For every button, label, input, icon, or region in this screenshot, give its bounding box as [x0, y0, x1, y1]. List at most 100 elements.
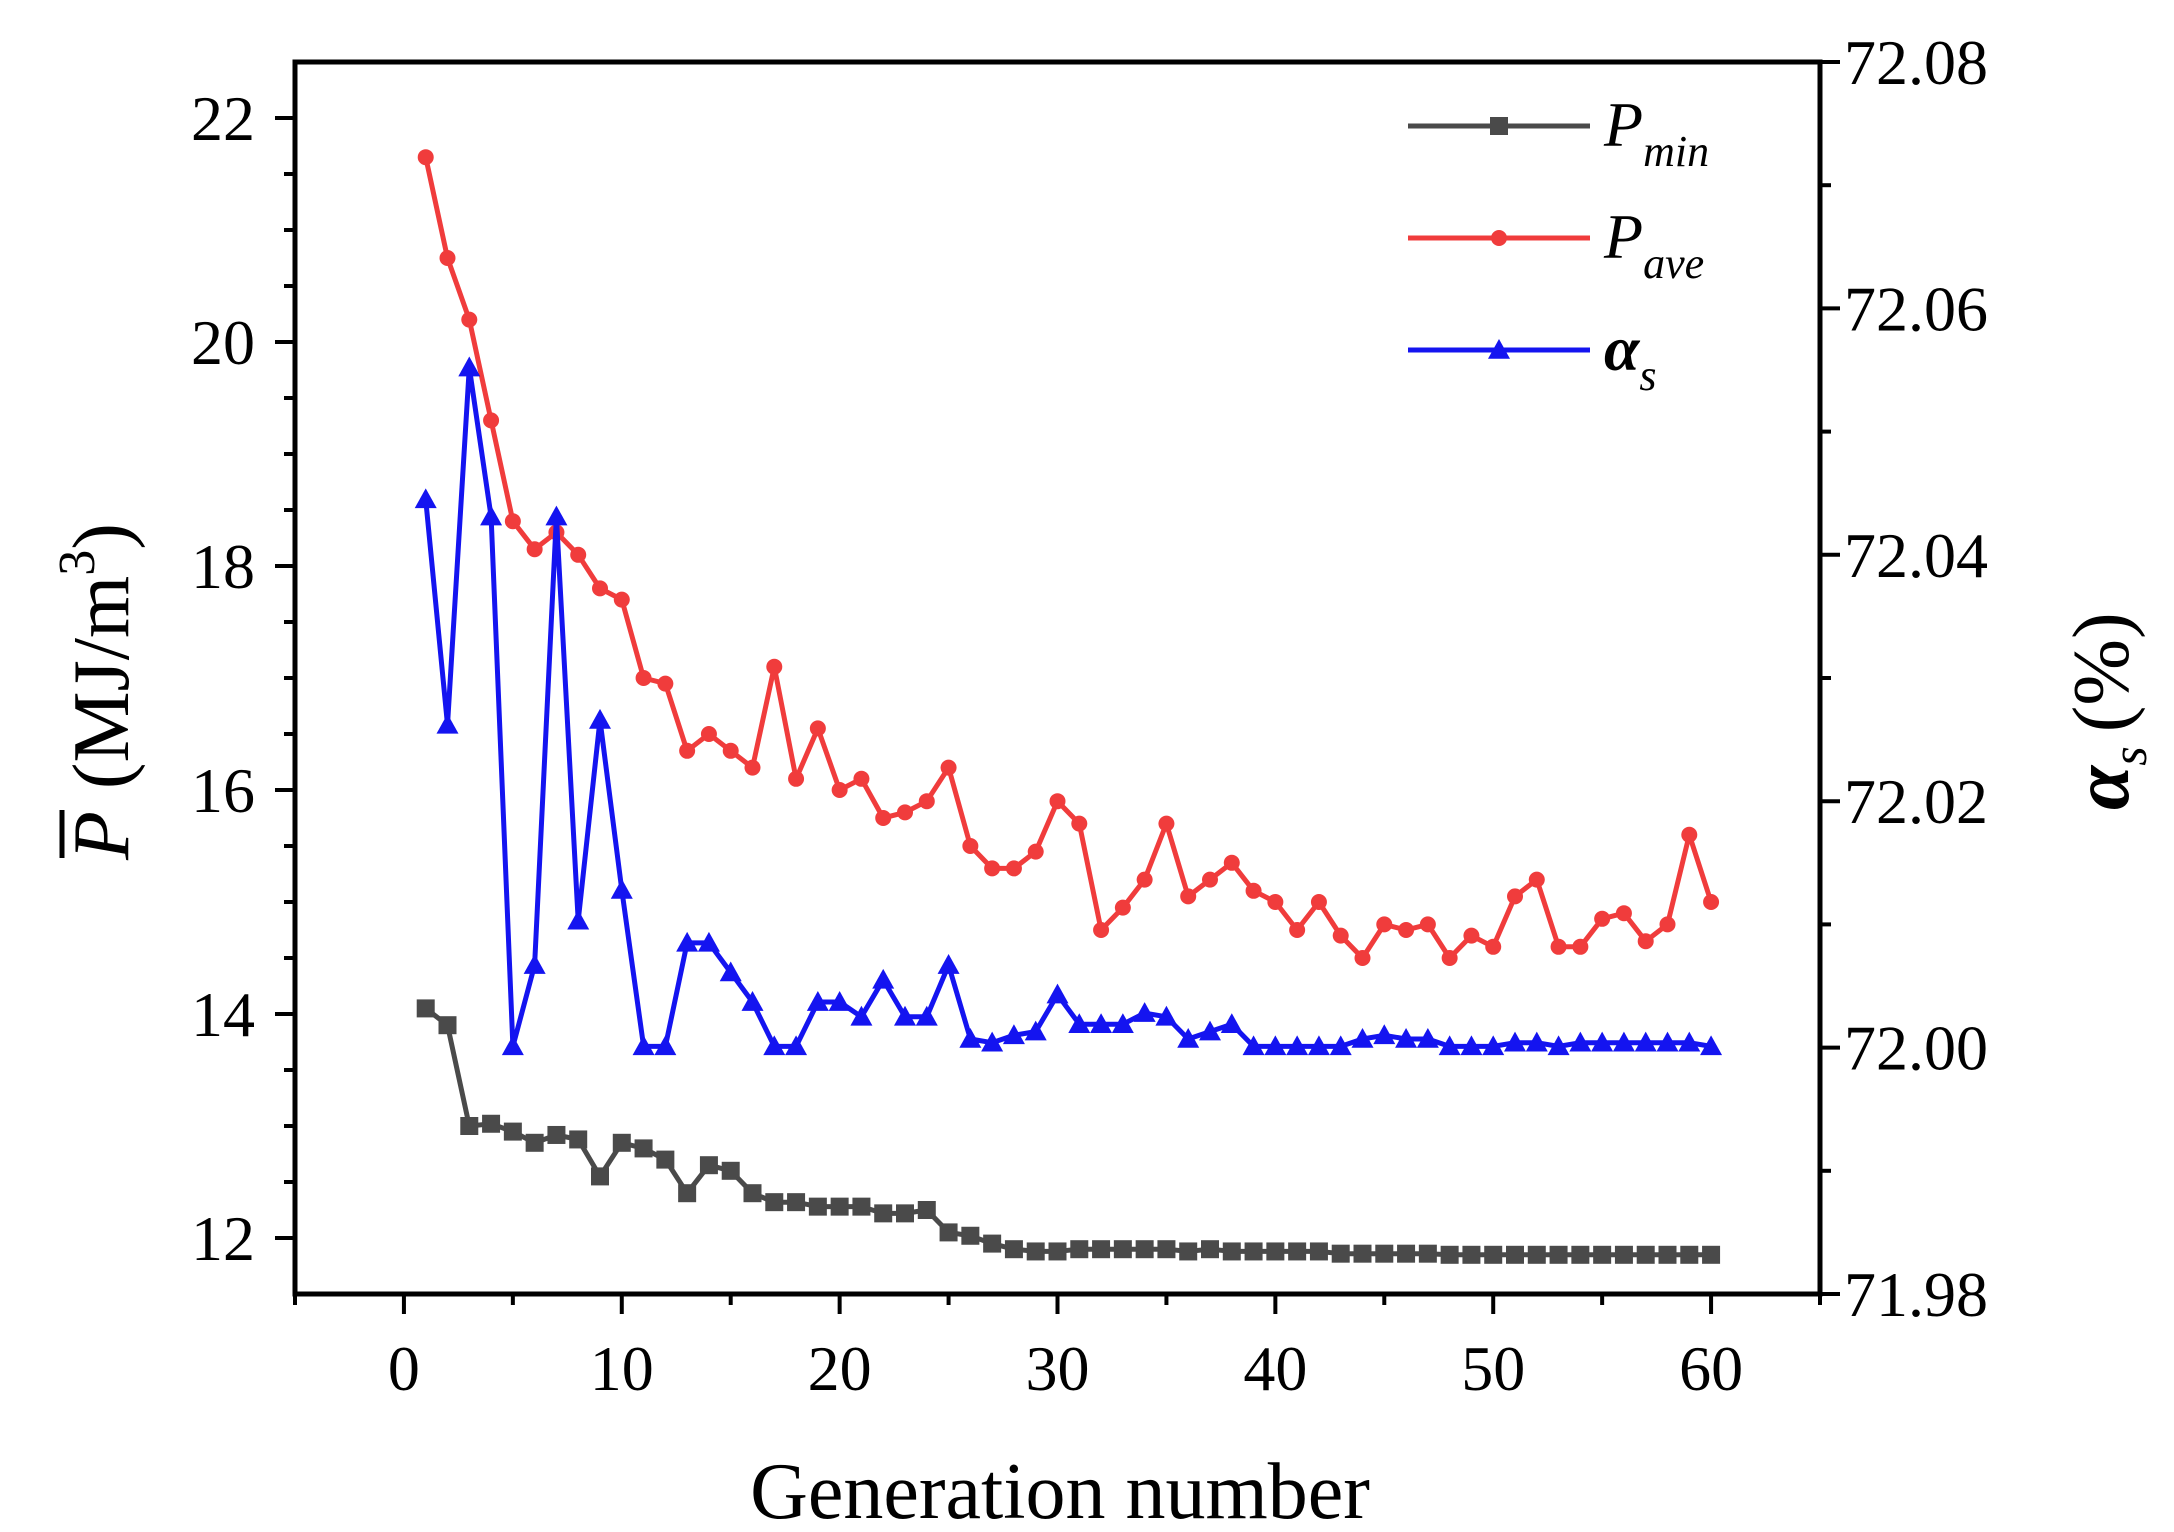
data-point-P_min: [1353, 1244, 1372, 1263]
data-point-P_min: [591, 1167, 609, 1186]
data-point-P_ave: [461, 311, 478, 328]
data-point-P_ave: [439, 250, 456, 266]
data-point-P_min: [1680, 1245, 1699, 1264]
data-point-alpha_s: [1438, 1035, 1461, 1056]
data-point-alpha_s: [480, 505, 503, 526]
data-point-P_min: [634, 1139, 653, 1158]
x-tick-label: 50: [1461, 1333, 1525, 1404]
y-right-subscript: s: [2101, 746, 2157, 765]
data-point-P_ave: [766, 658, 783, 675]
data-point-P_min: [416, 999, 435, 1018]
data-point-alpha_s: [1351, 1027, 1374, 1048]
data-point-P_min: [743, 1184, 762, 1203]
data-point-alpha_s: [1547, 1035, 1570, 1056]
data-point-alpha_s: [959, 1027, 982, 1048]
data-point-P_min: [438, 1016, 457, 1035]
data-point-P_min: [1092, 1240, 1111, 1259]
data-point-P_min: [1266, 1242, 1285, 1261]
data-point-P_ave: [1245, 882, 1262, 899]
data-point-alpha_s: [937, 954, 960, 974]
data-point-P_min: [1658, 1245, 1677, 1264]
data-point-P_ave: [1398, 922, 1415, 938]
data-point-P_min: [1484, 1245, 1503, 1264]
data-point-P_min: [1048, 1242, 1067, 1261]
data-point-P_ave: [1158, 815, 1175, 832]
data-point-alpha_s: [806, 991, 829, 1011]
data-point-P_min: [1418, 1244, 1437, 1263]
legend-marker: [1488, 339, 1510, 359]
data-point-P_ave: [1093, 922, 1110, 938]
data-point-P_ave: [483, 412, 500, 429]
legend-marker: [1491, 230, 1507, 246]
data-point-alpha_s: [1569, 1031, 1592, 1052]
y-right-tick-label: 72.04: [1844, 520, 1988, 591]
y-left-tick-label: 14: [191, 979, 255, 1050]
data-point-P_min: [569, 1130, 588, 1149]
data-point-P_min: [1636, 1245, 1655, 1264]
data-point-P_ave: [962, 838, 979, 854]
y-axis-left-title: P (MJ/m3): [49, 523, 146, 861]
data-point-alpha_s: [414, 488, 437, 509]
data-point-alpha_s: [676, 931, 699, 952]
x-tick-label: 40: [1243, 1333, 1307, 1404]
series-layer: [414, 149, 1723, 1264]
data-point-P_min: [1026, 1242, 1045, 1261]
data-point-P_min: [1527, 1245, 1546, 1264]
data-point-P_min: [460, 1117, 479, 1135]
data-point-P_min: [612, 1133, 631, 1152]
data-point-alpha_s: [1634, 1031, 1657, 1052]
data-point-P_min: [830, 1197, 849, 1216]
data-point-alpha_s: [654, 1035, 677, 1056]
data-point-P_min: [1571, 1245, 1590, 1264]
data-point-P_min: [1222, 1242, 1241, 1261]
data-point-P_ave: [1354, 950, 1371, 966]
data-point-alpha_s: [1024, 1020, 1047, 1041]
data-point-P_min: [503, 1122, 522, 1141]
data-point-alpha_s: [1133, 1002, 1156, 1022]
data-point-alpha_s: [981, 1031, 1004, 1052]
data-point-alpha_s: [589, 708, 611, 729]
y-right-tick-label: 72.08: [1844, 27, 1988, 98]
svg-text:αs(%): αs (%): [2058, 612, 2157, 810]
data-point-P_ave: [1594, 910, 1611, 927]
y-right-tick-label: 71.98: [1844, 1259, 1988, 1330]
data-point-alpha_s: [872, 968, 895, 989]
data-point-alpha_s: [610, 878, 633, 899]
data-point-P_ave: [1463, 927, 1480, 944]
data-point-P_ave: [1659, 916, 1676, 933]
data-point-P_ave: [1550, 938, 1567, 955]
data-point-alpha_s: [763, 1035, 786, 1056]
y-left-tick-label: 20: [191, 307, 255, 378]
data-point-alpha_s: [1002, 1024, 1025, 1045]
data-point-alpha_s: [915, 1005, 938, 1026]
series-alpha_s: [414, 356, 1723, 1056]
y-left-tick-label: 12: [191, 1203, 255, 1274]
data-point-P_ave: [417, 149, 434, 166]
data-point-alpha_s: [567, 909, 590, 930]
data-point-alpha_s: [1656, 1031, 1679, 1052]
data-point-alpha_s: [850, 1005, 873, 1026]
data-point-P_ave: [809, 720, 826, 737]
data-point-P_ave: [788, 770, 805, 787]
data-point-P_ave: [570, 546, 587, 563]
data-point-alpha_s: [1395, 1027, 1418, 1048]
data-point-P_ave: [1267, 894, 1284, 910]
y-right-tick-label: 72.06: [1844, 273, 1988, 344]
data-point-alpha_s: [1373, 1024, 1396, 1045]
data-point-alpha_s: [1264, 1035, 1287, 1056]
data-point-P_min: [699, 1156, 718, 1175]
data-point-alpha_s: [1242, 1035, 1265, 1056]
data-point-P_min: [961, 1226, 980, 1245]
data-point-P_min: [917, 1201, 936, 1219]
x-tick-label: 20: [808, 1333, 872, 1404]
data-point-P_min: [1070, 1240, 1089, 1259]
data-point-P_min: [1179, 1242, 1198, 1261]
data-point-alpha_s: [741, 991, 764, 1011]
data-point-P_ave: [1528, 871, 1545, 888]
data-point-P_ave: [1049, 793, 1066, 810]
data-point-P_ave: [1114, 899, 1131, 916]
data-point-P_ave: [1180, 888, 1197, 905]
data-point-alpha_s: [828, 991, 851, 1011]
data-point-P_min: [983, 1234, 1002, 1253]
y-axis-left: 12 14 16 18 20 22: [191, 83, 295, 1274]
